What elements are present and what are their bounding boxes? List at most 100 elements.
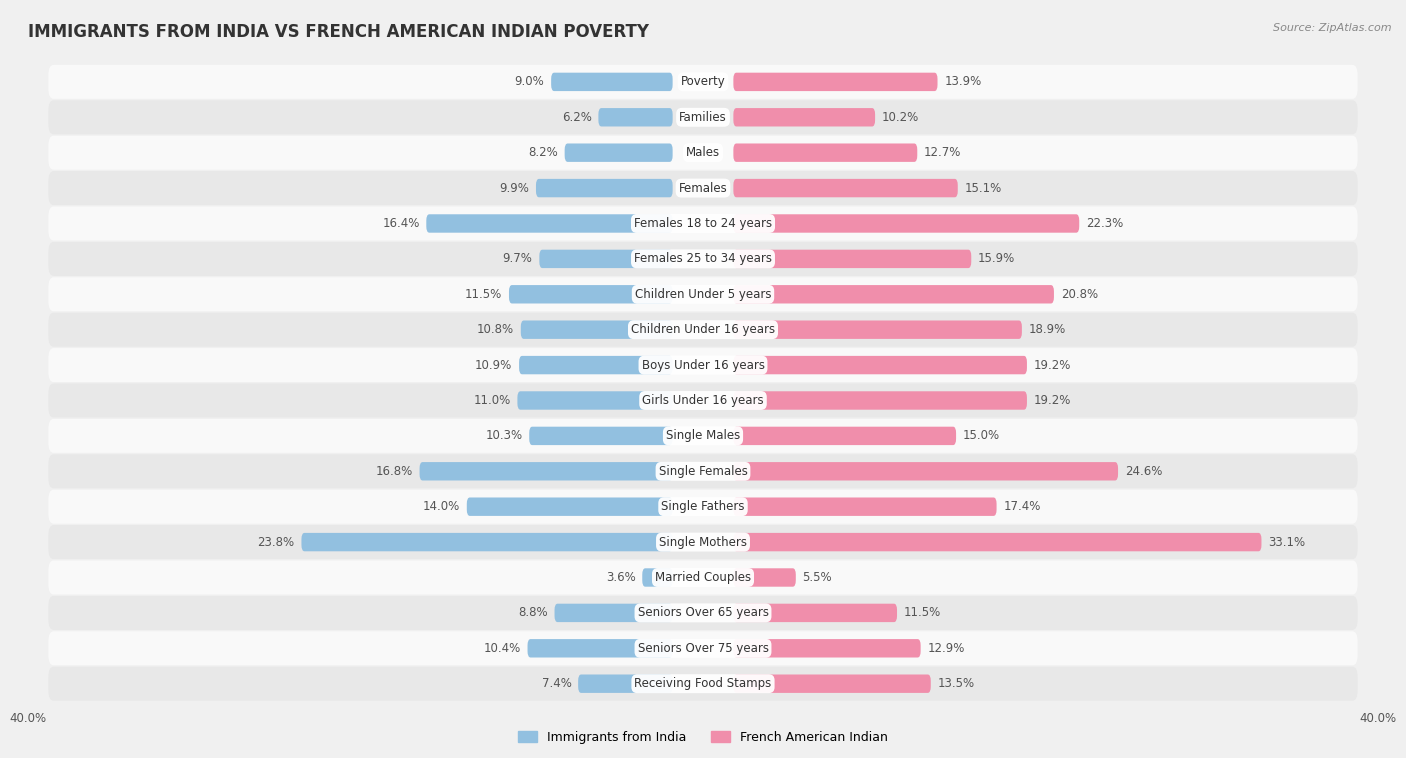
Text: 15.0%: 15.0% bbox=[963, 429, 1000, 443]
Text: 11.0%: 11.0% bbox=[474, 394, 510, 407]
FancyBboxPatch shape bbox=[419, 462, 672, 481]
FancyBboxPatch shape bbox=[734, 497, 997, 516]
FancyBboxPatch shape bbox=[426, 215, 672, 233]
FancyBboxPatch shape bbox=[48, 490, 1358, 524]
FancyBboxPatch shape bbox=[734, 427, 956, 445]
FancyBboxPatch shape bbox=[48, 525, 1358, 559]
FancyBboxPatch shape bbox=[48, 136, 1358, 170]
Text: 20.8%: 20.8% bbox=[1060, 288, 1098, 301]
Text: 8.2%: 8.2% bbox=[529, 146, 558, 159]
FancyBboxPatch shape bbox=[734, 603, 897, 622]
Text: 14.0%: 14.0% bbox=[423, 500, 460, 513]
Text: 13.9%: 13.9% bbox=[945, 75, 981, 89]
Text: Poverty: Poverty bbox=[681, 75, 725, 89]
FancyBboxPatch shape bbox=[48, 667, 1358, 700]
Text: 22.3%: 22.3% bbox=[1085, 217, 1123, 230]
Legend: Immigrants from India, French American Indian: Immigrants from India, French American I… bbox=[519, 731, 887, 744]
FancyBboxPatch shape bbox=[48, 348, 1358, 382]
FancyBboxPatch shape bbox=[643, 568, 672, 587]
Text: 23.8%: 23.8% bbox=[257, 536, 295, 549]
FancyBboxPatch shape bbox=[520, 321, 672, 339]
Text: Children Under 5 years: Children Under 5 years bbox=[634, 288, 772, 301]
FancyBboxPatch shape bbox=[734, 568, 796, 587]
Text: 33.1%: 33.1% bbox=[1268, 536, 1305, 549]
Text: Married Couples: Married Couples bbox=[655, 571, 751, 584]
FancyBboxPatch shape bbox=[48, 171, 1358, 205]
Text: Source: ZipAtlas.com: Source: ZipAtlas.com bbox=[1274, 23, 1392, 33]
FancyBboxPatch shape bbox=[48, 313, 1358, 346]
FancyBboxPatch shape bbox=[527, 639, 672, 657]
Text: 17.4%: 17.4% bbox=[1004, 500, 1040, 513]
Text: 24.6%: 24.6% bbox=[1125, 465, 1163, 478]
Text: 18.9%: 18.9% bbox=[1029, 323, 1066, 337]
FancyBboxPatch shape bbox=[519, 356, 672, 374]
Text: Females 18 to 24 years: Females 18 to 24 years bbox=[634, 217, 772, 230]
Text: Families: Families bbox=[679, 111, 727, 124]
FancyBboxPatch shape bbox=[734, 533, 1261, 551]
Text: 16.4%: 16.4% bbox=[382, 217, 419, 230]
FancyBboxPatch shape bbox=[734, 321, 1022, 339]
Text: 10.4%: 10.4% bbox=[484, 642, 520, 655]
Text: 5.5%: 5.5% bbox=[803, 571, 832, 584]
FancyBboxPatch shape bbox=[734, 391, 1026, 409]
FancyBboxPatch shape bbox=[517, 391, 672, 409]
FancyBboxPatch shape bbox=[734, 143, 917, 162]
Text: 9.7%: 9.7% bbox=[503, 252, 533, 265]
FancyBboxPatch shape bbox=[734, 73, 938, 91]
FancyBboxPatch shape bbox=[48, 631, 1358, 666]
Text: 9.0%: 9.0% bbox=[515, 75, 544, 89]
FancyBboxPatch shape bbox=[529, 427, 672, 445]
Text: Single Mothers: Single Mothers bbox=[659, 536, 747, 549]
Text: Children Under 16 years: Children Under 16 years bbox=[631, 323, 775, 337]
Text: Single Males: Single Males bbox=[666, 429, 740, 443]
Text: 19.2%: 19.2% bbox=[1033, 359, 1071, 371]
FancyBboxPatch shape bbox=[48, 560, 1358, 594]
FancyBboxPatch shape bbox=[734, 639, 921, 657]
FancyBboxPatch shape bbox=[48, 454, 1358, 488]
FancyBboxPatch shape bbox=[734, 285, 1054, 303]
FancyBboxPatch shape bbox=[48, 100, 1358, 134]
Text: Receiving Food Stamps: Receiving Food Stamps bbox=[634, 677, 772, 691]
Text: 3.6%: 3.6% bbox=[606, 571, 636, 584]
FancyBboxPatch shape bbox=[734, 215, 1080, 233]
Text: Girls Under 16 years: Girls Under 16 years bbox=[643, 394, 763, 407]
Text: 12.9%: 12.9% bbox=[928, 642, 965, 655]
Text: 10.9%: 10.9% bbox=[475, 359, 512, 371]
FancyBboxPatch shape bbox=[48, 419, 1358, 453]
Text: Seniors Over 75 years: Seniors Over 75 years bbox=[637, 642, 769, 655]
FancyBboxPatch shape bbox=[48, 65, 1358, 99]
Text: IMMIGRANTS FROM INDIA VS FRENCH AMERICAN INDIAN POVERTY: IMMIGRANTS FROM INDIA VS FRENCH AMERICAN… bbox=[28, 23, 650, 41]
Text: 10.8%: 10.8% bbox=[477, 323, 515, 337]
FancyBboxPatch shape bbox=[599, 108, 672, 127]
Text: 11.5%: 11.5% bbox=[465, 288, 502, 301]
FancyBboxPatch shape bbox=[554, 603, 672, 622]
FancyBboxPatch shape bbox=[48, 596, 1358, 630]
FancyBboxPatch shape bbox=[551, 73, 672, 91]
Text: Seniors Over 65 years: Seniors Over 65 years bbox=[637, 606, 769, 619]
Text: Single Fathers: Single Fathers bbox=[661, 500, 745, 513]
Text: 19.2%: 19.2% bbox=[1033, 394, 1071, 407]
Text: Males: Males bbox=[686, 146, 720, 159]
Text: 16.8%: 16.8% bbox=[375, 465, 413, 478]
FancyBboxPatch shape bbox=[509, 285, 672, 303]
FancyBboxPatch shape bbox=[734, 179, 957, 197]
Text: 10.2%: 10.2% bbox=[882, 111, 920, 124]
FancyBboxPatch shape bbox=[536, 179, 672, 197]
FancyBboxPatch shape bbox=[301, 533, 672, 551]
Text: 9.9%: 9.9% bbox=[499, 182, 529, 195]
FancyBboxPatch shape bbox=[734, 356, 1026, 374]
FancyBboxPatch shape bbox=[467, 497, 672, 516]
Text: 7.4%: 7.4% bbox=[541, 677, 571, 691]
FancyBboxPatch shape bbox=[48, 384, 1358, 418]
FancyBboxPatch shape bbox=[48, 242, 1358, 276]
FancyBboxPatch shape bbox=[48, 206, 1358, 240]
Text: 15.9%: 15.9% bbox=[979, 252, 1015, 265]
Text: 12.7%: 12.7% bbox=[924, 146, 962, 159]
Text: 8.8%: 8.8% bbox=[519, 606, 548, 619]
Text: Boys Under 16 years: Boys Under 16 years bbox=[641, 359, 765, 371]
FancyBboxPatch shape bbox=[578, 675, 672, 693]
FancyBboxPatch shape bbox=[734, 462, 1118, 481]
Text: 13.5%: 13.5% bbox=[938, 677, 974, 691]
Text: 15.1%: 15.1% bbox=[965, 182, 1001, 195]
FancyBboxPatch shape bbox=[734, 675, 931, 693]
